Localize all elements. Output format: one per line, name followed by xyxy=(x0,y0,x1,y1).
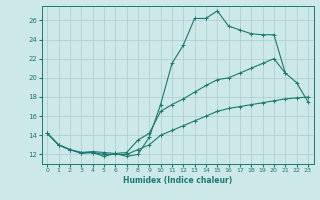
X-axis label: Humidex (Indice chaleur): Humidex (Indice chaleur) xyxy=(123,176,232,185)
